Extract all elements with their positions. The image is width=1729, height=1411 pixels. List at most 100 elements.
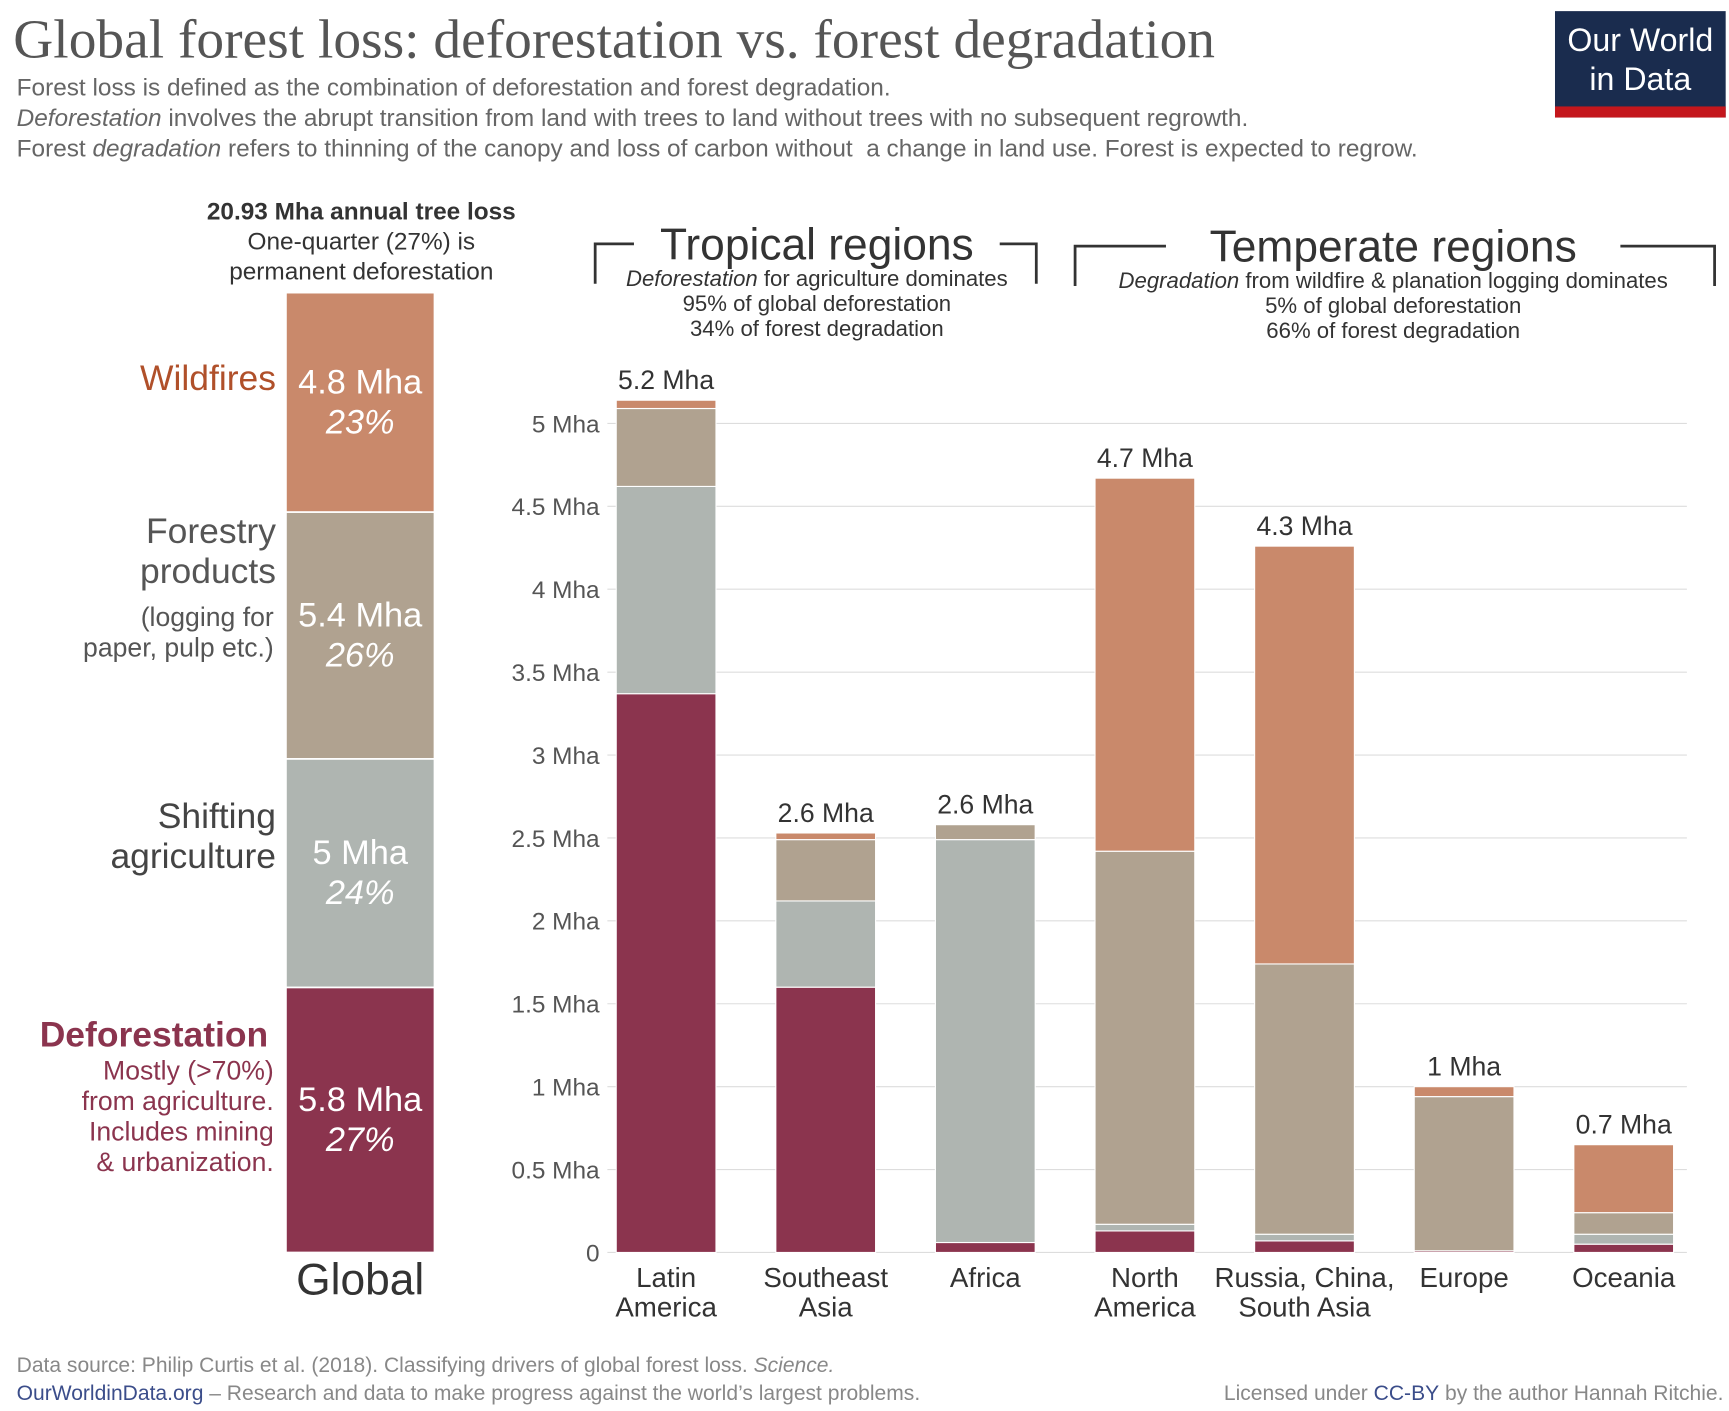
logo-text: Our World [1567, 22, 1713, 58]
bar-segment [1573, 1233, 1675, 1245]
text-line: Deforestation involves the abrupt transi… [17, 105, 1249, 132]
footer-line: OurWorldinData.org – Research and data t… [17, 1382, 921, 1405]
global-percent-label: 23% [325, 403, 395, 441]
bar-segment [615, 485, 717, 695]
text-segment: for agriculture dominates [758, 266, 1008, 291]
tagline: – Research and data to make progress aga… [203, 1382, 920, 1405]
text-line: Licensed under CC-BY by the author Hanna… [1224, 1382, 1724, 1405]
bar-segment [1573, 1144, 1675, 1214]
bar-segment [934, 824, 1036, 841]
text-segment: 5% of global deforestation [1265, 293, 1521, 318]
global-header: One-quarter (27%) is [248, 228, 476, 255]
bar-segment [615, 693, 717, 1254]
text-segment: 95% of global deforestation [683, 291, 952, 316]
text-segment: 34% of forest degradation [690, 316, 944, 341]
bar-segment [1254, 963, 1355, 1235]
x-tick-label: Russia, China, [1214, 1262, 1394, 1293]
logo-box[interactable] [1554, 11, 1726, 118]
bar-segment [1573, 1212, 1675, 1235]
bar-segment [775, 839, 877, 902]
total-label: 1 Mha [1427, 1052, 1501, 1082]
x-tick-label: America [615, 1292, 717, 1323]
driver-description: from agriculture. [82, 1086, 274, 1116]
y-tick-label: 0 [586, 1240, 600, 1267]
global-segment [285, 758, 436, 989]
global-value-label: 4.8 Mha [298, 363, 423, 401]
bar-segment [1094, 1223, 1196, 1232]
x-tick-label: Africa [950, 1262, 1021, 1293]
global-value-label: 5.4 Mha [298, 597, 423, 635]
text-segment: refers to thinning of the canopy and los… [221, 135, 1417, 162]
y-tick-label: 2 Mha [532, 909, 600, 936]
driver-description: Includes mining [89, 1117, 274, 1147]
text-line: Data source: Philip Curtis et al. (2018)… [17, 1354, 835, 1377]
title: Global forest loss: deforestation vs. fo… [13, 9, 1215, 70]
x-tick-label: Europe [1419, 1262, 1508, 1293]
global-header: 20.93 Mha annual tree loss [207, 198, 516, 225]
bar-segment [615, 399, 717, 410]
total-label: 0.7 Mha [1576, 1110, 1672, 1140]
global-percent-label: 26% [325, 636, 395, 674]
driver-name: agriculture [110, 836, 276, 876]
group-title: Temperate regions [1210, 223, 1577, 272]
text-line: 66% of forest degradation [1266, 318, 1520, 343]
global-percent-label: 24% [325, 874, 395, 912]
driver-name: Deforestation [40, 1014, 269, 1054]
y-tick-label: 4.5 Mha [512, 494, 601, 521]
text-line: 5% of global deforestation [1265, 293, 1521, 318]
group-bracket [593, 242, 1038, 284]
group-bracket [1073, 244, 1716, 286]
y-tick-label: 2.5 Mha [512, 826, 601, 853]
y-tick-label: 0.5 Mha [512, 1157, 601, 1184]
global-label: Global [296, 1256, 424, 1305]
bar-segment [1573, 1243, 1675, 1254]
x-tick-label: Asia [799, 1292, 853, 1323]
group-title: Tropical regions [660, 220, 974, 269]
y-tick-label: 1.5 Mha [512, 992, 601, 1019]
bar-segment [1254, 1233, 1355, 1242]
x-tick-label: America [1094, 1292, 1196, 1323]
y-tick-label: 3.5 Mha [512, 660, 601, 687]
global-value-label: 5 Mha [312, 834, 408, 872]
text-segment: involves the abrupt transition from land… [162, 105, 1249, 132]
total-label: 4.3 Mha [1256, 511, 1352, 541]
text-segment: by the author Hannah Ritchie. [1439, 1382, 1723, 1405]
text-segment: Licensed under [1224, 1382, 1374, 1405]
text-segment: Science. [754, 1354, 835, 1377]
global-segment [285, 986, 436, 1254]
driver-description: Mostly (>70%) [103, 1056, 274, 1086]
bar-segment [1094, 850, 1196, 1225]
text-segment: Forest [17, 135, 93, 162]
bar-segment [934, 1241, 1036, 1254]
site-link[interactable]: OurWorldinData.org [17, 1382, 204, 1405]
logo-text: in Data [1589, 61, 1691, 97]
driver-name: Wildfires [140, 358, 276, 398]
global-value-label: 5.8 Mha [298, 1081, 423, 1119]
bar-segment [1254, 545, 1355, 965]
bar-segment [1094, 477, 1196, 852]
text-line: Forest loss is defined as the combinatio… [17, 74, 891, 101]
driver-name: Shifting [158, 796, 276, 836]
text-segment: Degradation [1119, 268, 1240, 293]
bar-segment [934, 839, 1036, 1244]
y-tick-label: 3 Mha [532, 743, 600, 770]
x-tick-label: Latin [636, 1262, 696, 1293]
bar-segment [1413, 1096, 1515, 1252]
x-tick-label: South Asia [1238, 1292, 1371, 1323]
global-segment [285, 291, 436, 513]
driver-name: products [140, 551, 276, 591]
x-tick-label: North [1111, 1262, 1179, 1293]
text-line: 95% of global deforestation [683, 291, 952, 316]
y-tick-label: 1 Mha [532, 1075, 600, 1102]
total-label: 5.2 Mha [618, 365, 714, 395]
y-tick-label: 5 Mha [532, 411, 600, 438]
global-percent-label: 27% [325, 1121, 395, 1159]
bar-segment [1254, 1240, 1355, 1254]
total-label: 2.6 Mha [778, 798, 874, 828]
text-segment: Deforestation [17, 105, 162, 132]
text-line: Deforestation for agriculture dominates [626, 266, 1008, 291]
bar-segment [775, 832, 877, 841]
text-segment: Forest loss is defined as the combinatio… [17, 74, 891, 101]
bar-segment [775, 986, 877, 1254]
